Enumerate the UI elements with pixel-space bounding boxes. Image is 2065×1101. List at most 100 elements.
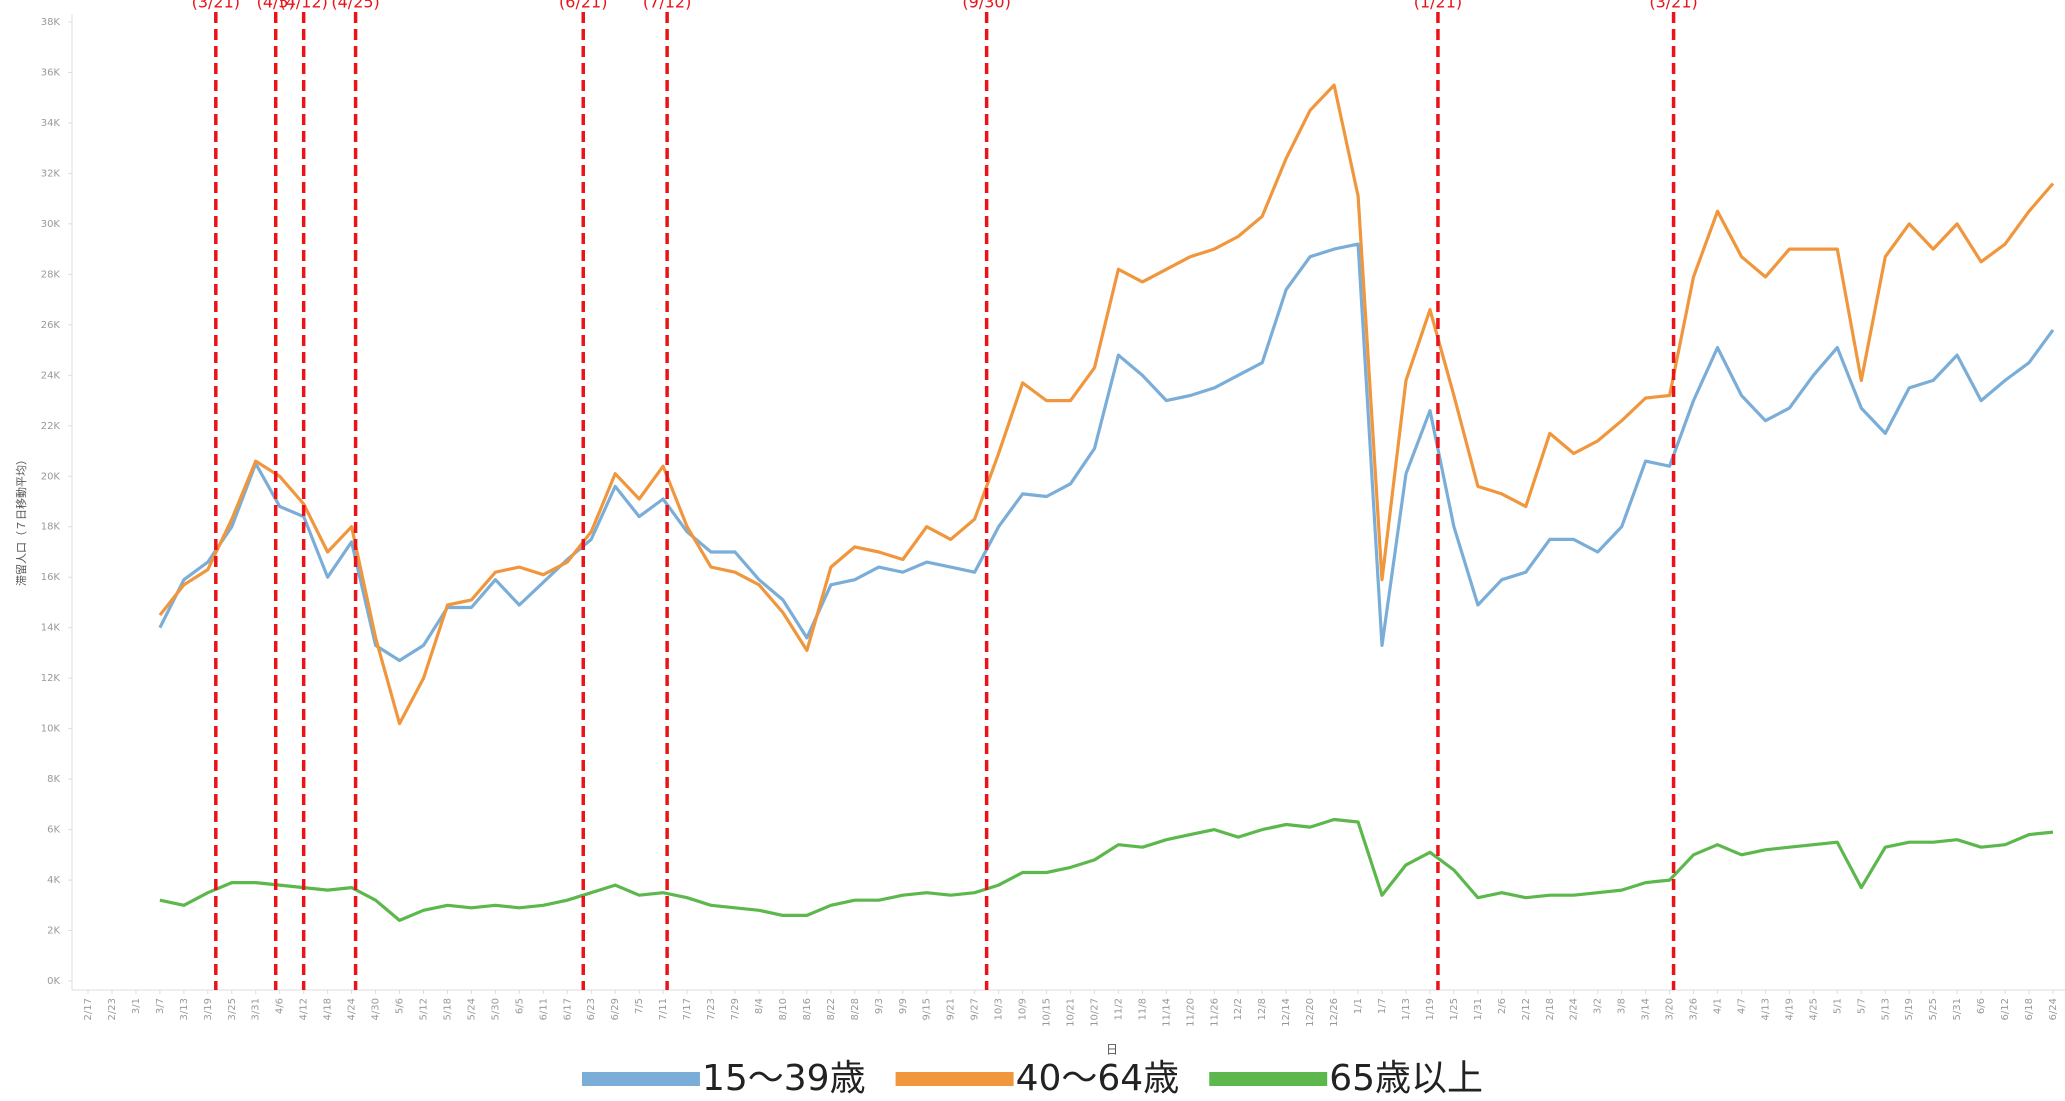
event-label: (7/12) — [643, 0, 691, 12]
y-tick-label: 38K — [41, 17, 61, 28]
x-tick-label: 3/26 — [1689, 998, 1700, 1020]
x-tick-label: 12/14 — [1281, 998, 1292, 1027]
x-tick-label: 5/1 — [1832, 998, 1843, 1014]
x-tick-label: 5/25 — [1928, 998, 1939, 1020]
x-tick-label: 6/12 — [2000, 998, 2011, 1020]
x-tick-label: 8/16 — [802, 998, 813, 1020]
x-tick-label: 1/1 — [1353, 998, 1364, 1014]
x-tick-label: 3/31 — [251, 998, 262, 1020]
x-tick-label: 6/5 — [514, 998, 525, 1014]
x-tick-label: 6/29 — [610, 998, 621, 1020]
x-tick-label: 7/17 — [682, 998, 693, 1020]
x-axis-title: 日 — [1106, 1043, 1118, 1057]
y-tick-label: 12K — [41, 673, 61, 684]
x-tick-label: 4/18 — [323, 998, 334, 1020]
x-tick-label: 4/30 — [371, 998, 382, 1020]
x-tick-label: 10/27 — [1089, 998, 1100, 1027]
y-tick-label: 18K — [41, 522, 61, 533]
legend-label: 40～64歳 — [1016, 1058, 1180, 1099]
x-tick-label: 6/17 — [562, 998, 573, 1020]
x-tick-label: 8/22 — [826, 998, 837, 1020]
x-tick-label: 5/18 — [442, 998, 453, 1020]
x-tick-label: 5/6 — [395, 998, 406, 1014]
event-label: (4/25) — [331, 0, 379, 12]
x-tick-label: 4/7 — [1736, 998, 1747, 1014]
x-tick-label: 7/5 — [634, 998, 645, 1014]
x-tick-label: 3/8 — [1617, 998, 1628, 1014]
x-tick-label: 9/21 — [946, 998, 957, 1020]
x-tick-label: 12/26 — [1329, 998, 1340, 1027]
legend-swatch — [895, 1072, 1014, 1086]
x-tick-label: 12/8 — [1257, 998, 1268, 1020]
y-tick-label: 14K — [41, 623, 61, 634]
x-tick-label: 5/13 — [1880, 998, 1891, 1020]
y-tick-label: 24K — [41, 370, 61, 381]
x-tick-label: 6/18 — [2024, 998, 2035, 1020]
y-tick-label: 2K — [47, 926, 60, 937]
y-tick-label: 28K — [41, 269, 61, 280]
x-tick-label: 1/13 — [1401, 998, 1412, 1020]
x-tick-label: 10/21 — [1066, 998, 1077, 1027]
x-tick-label: 5/24 — [466, 998, 477, 1020]
x-tick-label: 6/23 — [586, 998, 597, 1020]
y-tick-label: 0K — [47, 976, 60, 987]
x-tick-label: 9/15 — [922, 998, 933, 1020]
x-tick-label: 1/31 — [1473, 998, 1484, 1020]
x-tick-label: 5/12 — [418, 998, 429, 1020]
x-tick-label: 4/12 — [299, 998, 310, 1020]
x-tick-label: 2/12 — [1521, 998, 1532, 1020]
event-label: (3/21) — [192, 0, 240, 12]
y-tick-label: 6K — [47, 825, 60, 836]
x-tick-label: 11/8 — [1137, 998, 1148, 1020]
x-tick-label: 9/27 — [970, 998, 981, 1020]
y-tick-label: 8K — [47, 774, 60, 785]
x-tick-label: 5/30 — [490, 998, 501, 1020]
x-tick-label: 3/2 — [1593, 998, 1604, 1014]
series-line — [158, 83, 2055, 726]
series-line — [158, 242, 2055, 663]
x-tick-label: 6/24 — [2048, 998, 2059, 1020]
x-tick-label: 2/17 — [83, 998, 94, 1020]
legend-label: 15～39歳 — [702, 1058, 866, 1099]
x-tick-label: 11/14 — [1161, 998, 1172, 1027]
y-tick-label: 16K — [41, 572, 61, 583]
x-tick-label: 4/25 — [1808, 998, 1819, 1020]
x-tick-label: 10/3 — [994, 998, 1005, 1020]
y-tick-label: 4K — [47, 875, 60, 886]
event-label: (4/5) — [257, 0, 295, 12]
event-label: (6/21) — [559, 0, 607, 12]
y-tick-label: 30K — [41, 219, 61, 230]
event-label: (3/21) — [1649, 0, 1697, 12]
x-tick-label: 12/20 — [1305, 998, 1316, 1027]
x-tick-label: 6/11 — [538, 998, 549, 1020]
x-tick-label: 4/13 — [1760, 998, 1771, 1020]
legend-label: 65歳以上 — [1329, 1058, 1483, 1099]
x-tick-label: 4/24 — [347, 998, 358, 1020]
legend-swatch — [581, 1072, 700, 1086]
x-tick-label: 7/11 — [658, 998, 669, 1020]
x-tick-label: 3/1 — [131, 998, 142, 1014]
x-tick-label: 6/6 — [1976, 998, 1987, 1014]
x-tick-label: 10/9 — [1018, 998, 1029, 1020]
x-tick-label: 9/9 — [898, 998, 909, 1014]
x-tick-label: 1/19 — [1425, 998, 1436, 1020]
x-tick-label: 3/20 — [1665, 998, 1676, 1020]
x-tick-label: 3/13 — [179, 998, 190, 1020]
x-tick-label: 2/18 — [1545, 998, 1556, 1020]
y-tick-label: 32K — [41, 168, 61, 179]
legend-swatch — [1209, 1072, 1328, 1086]
event-label: (1/21) — [1414, 0, 1462, 12]
x-tick-label: 8/28 — [850, 998, 861, 1020]
x-tick-label: 11/20 — [1185, 998, 1196, 1027]
x-tick-label: 5/31 — [1952, 998, 1963, 1020]
y-tick-label: 26K — [41, 320, 61, 331]
x-tick-label: 11/26 — [1209, 998, 1220, 1027]
x-tick-label: 2/24 — [1569, 998, 1580, 1020]
y-tick-label: 36K — [41, 67, 61, 78]
x-tick-label: 4/1 — [1713, 998, 1724, 1014]
x-tick-label: 2/23 — [107, 998, 118, 1020]
x-tick-label: 1/7 — [1377, 998, 1388, 1014]
x-tick-label: 8/4 — [754, 998, 765, 1014]
